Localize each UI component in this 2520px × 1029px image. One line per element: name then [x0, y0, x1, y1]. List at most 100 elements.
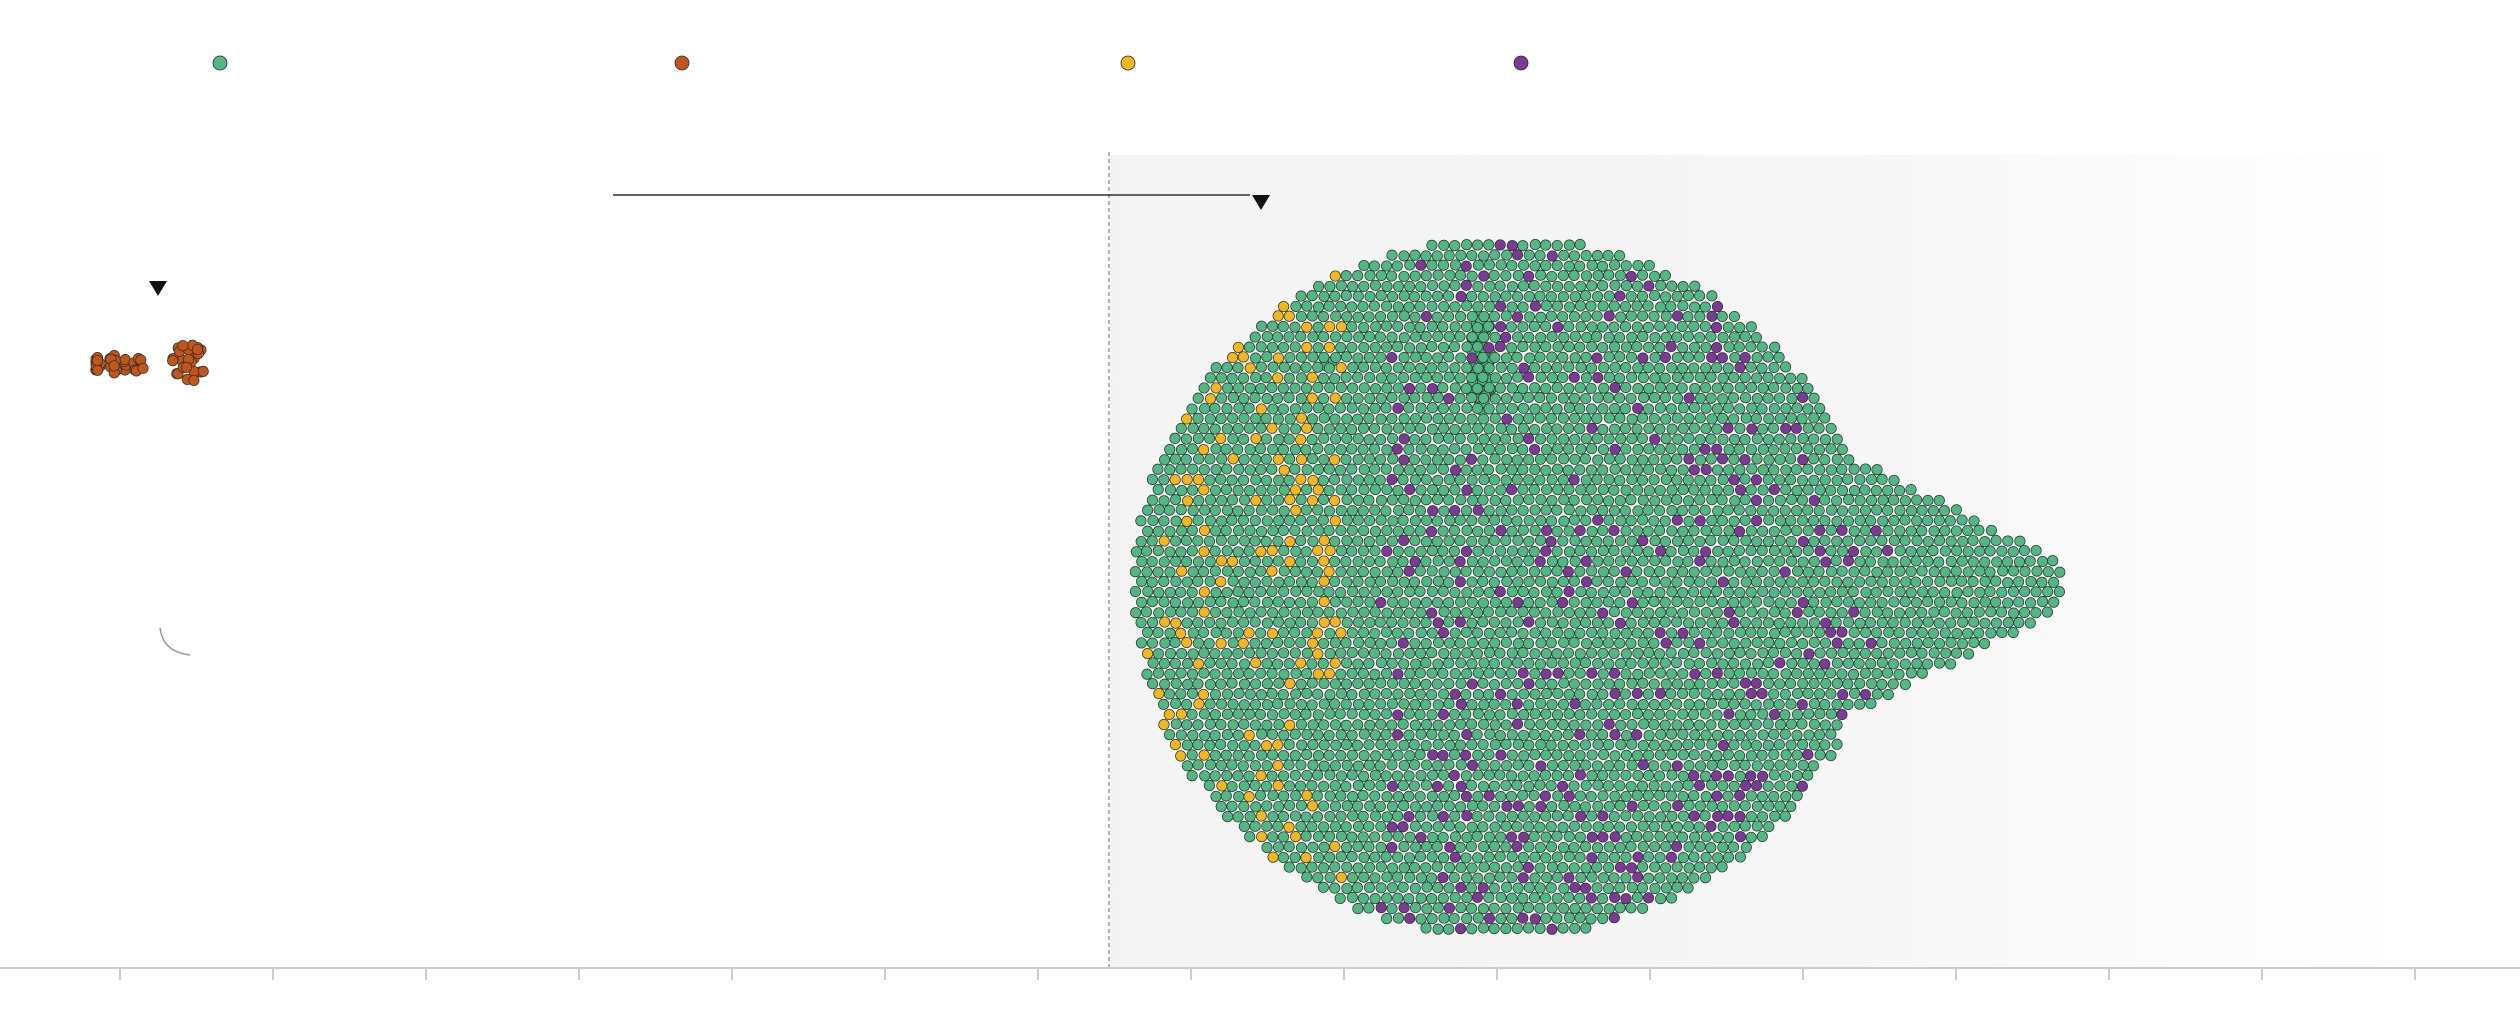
data-point-green [1871, 667, 1883, 680]
data-point-green [1682, 882, 1694, 894]
data-point-green [1483, 688, 1495, 701]
data-point-green [1198, 422, 1210, 435]
data-point-purple [1592, 514, 1604, 526]
data-point-green [1706, 738, 1718, 751]
data-point-green [1574, 667, 1586, 679]
data-point-green [1654, 423, 1666, 435]
data-point-green [1494, 280, 1506, 292]
data-point-green [1636, 269, 1649, 281]
data-point-green [1620, 668, 1632, 680]
data-point-purple [1717, 576, 1729, 588]
data-point-green [1488, 840, 1501, 852]
data-point-green [1239, 658, 1251, 670]
data-point-purple [1511, 840, 1523, 853]
data-point-green [1164, 444, 1176, 456]
data-point-green [1460, 688, 1472, 701]
data-point-purple [1614, 861, 1626, 873]
data-point-green [1455, 759, 1467, 771]
data-point-green [1626, 371, 1638, 383]
data-point-green [1374, 616, 1386, 628]
data-point-green [1505, 790, 1517, 802]
data-point-green [1472, 708, 1484, 720]
data-point-green [1306, 576, 1318, 588]
data-point-green [1933, 637, 1946, 650]
data-point-green [1414, 810, 1426, 822]
data-point-purple [1449, 851, 1461, 863]
data-point-green [1421, 801, 1433, 813]
data-point-green [1614, 474, 1626, 486]
data-point-green [1706, 514, 1718, 526]
data-point-green [1266, 647, 1278, 660]
data-point-yellow [1272, 759, 1284, 772]
data-point-green [1454, 392, 1466, 404]
data-point-green [1921, 658, 1933, 670]
data-point-yellow [1272, 453, 1284, 465]
data-point-purple [1529, 443, 1541, 456]
data-point-green [1329, 698, 1341, 710]
data-point-green [1523, 699, 1535, 711]
data-point-green [1756, 545, 1768, 557]
data-point-green [1204, 616, 1216, 628]
data-point-green [1237, 596, 1250, 608]
data-point-green [1802, 769, 1814, 781]
data-point-green [1620, 851, 1632, 863]
data-point-purple [1745, 770, 1757, 782]
data-point-green [1420, 657, 1432, 669]
data-point-green [1181, 698, 1193, 710]
data-point-green [1762, 495, 1775, 507]
data-point-green [1711, 403, 1723, 415]
data-point-purple [1466, 759, 1479, 771]
data-point-green [1306, 290, 1318, 302]
data-point-green [1278, 361, 1290, 373]
data-point-green [1420, 862, 1432, 874]
data-point-green [1740, 841, 1752, 853]
data-point-green [1620, 361, 1632, 374]
data-point-green [1233, 687, 1245, 700]
data-point-green [1266, 484, 1278, 496]
data-point-green [1751, 800, 1763, 812]
data-point-green [1403, 361, 1415, 373]
data-point-green [1916, 504, 1928, 516]
data-point-green [1933, 535, 1946, 547]
data-point-green [1774, 678, 1786, 690]
data-point-green [1471, 464, 1483, 476]
data-point-green [1928, 566, 1940, 578]
data-point-green [1534, 882, 1546, 894]
data-point-green [1273, 515, 1285, 527]
data-point-purple [1415, 831, 1427, 843]
data-point-green [1979, 556, 1991, 568]
data-point-green [1243, 402, 1255, 414]
data-point-green [1642, 321, 1654, 333]
data-point-yellow [1215, 555, 1228, 567]
data-point-green [1329, 372, 1341, 385]
data-point-green [1682, 290, 1694, 302]
data-point-green [1569, 657, 1581, 669]
data-point-green [2013, 556, 2026, 568]
data-point-green [1478, 657, 1490, 669]
data-point-green [1568, 269, 1580, 282]
data-point-green [1865, 575, 1877, 587]
data-point-green [1596, 321, 1609, 333]
data-point-green [1352, 862, 1364, 874]
data-point-green [1831, 433, 1843, 445]
data-point-green [1968, 616, 1980, 628]
data-point-green [1329, 555, 1341, 568]
data-point-yellow [1198, 749, 1210, 761]
data-point-green [1346, 402, 1358, 414]
data-point-green [1888, 515, 1900, 527]
data-point-green [1284, 617, 1296, 629]
data-point-green [1141, 626, 1154, 638]
data-point-green [1648, 760, 1660, 772]
data-point-green [1410, 841, 1422, 853]
data-point-green [1454, 372, 1466, 384]
data-point-purple [1517, 667, 1529, 679]
data-point-green [1797, 617, 1809, 629]
data-point-green [1472, 586, 1484, 598]
data-point-green [1165, 606, 1177, 618]
data-point-purple [1574, 524, 1586, 537]
data-point-green [1626, 575, 1638, 587]
data-point-green [1934, 575, 1946, 588]
data-point-green [1512, 291, 1524, 303]
data-point-green [1254, 443, 1267, 455]
data-point-green [2013, 596, 2025, 608]
